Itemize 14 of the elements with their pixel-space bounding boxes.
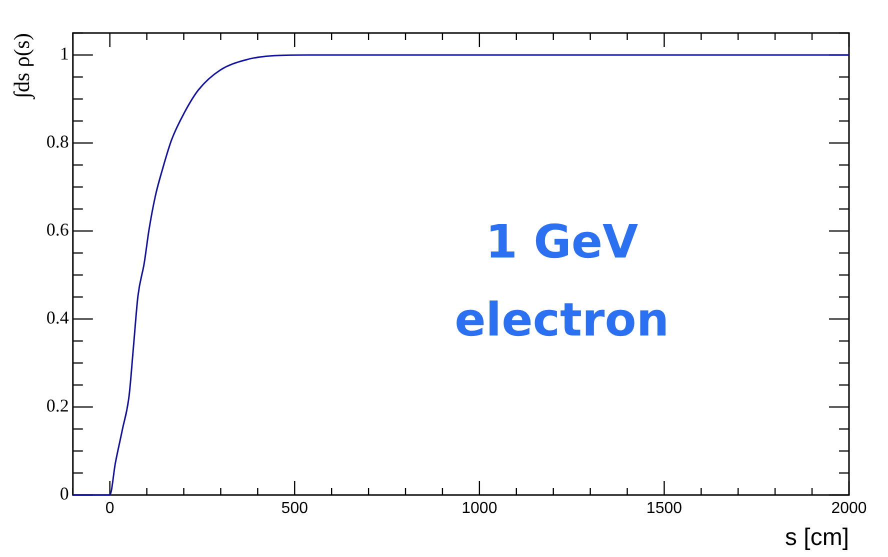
y-tick-label: 0.2 <box>46 396 69 416</box>
y-tick-label: 0.6 <box>46 220 69 240</box>
x-tick-label: 2000 <box>831 500 867 518</box>
x-tick-label: 1500 <box>646 500 682 518</box>
y-tick-label: 0.8 <box>46 132 69 152</box>
y-tick-label: 1 <box>60 44 69 64</box>
x-tick-label: 0 <box>105 500 114 518</box>
x-tick-label: 500 <box>281 500 308 518</box>
y-tick-label: 0.4 <box>46 308 69 328</box>
x-axis-title: s [cm] <box>785 524 849 552</box>
x-tick-label: 1000 <box>462 500 498 518</box>
y-axis-title: ∫ds ρ(s) <box>8 33 35 100</box>
y-tick-label: 0 <box>60 484 69 504</box>
annotation: 1 GeV electron <box>454 214 670 346</box>
